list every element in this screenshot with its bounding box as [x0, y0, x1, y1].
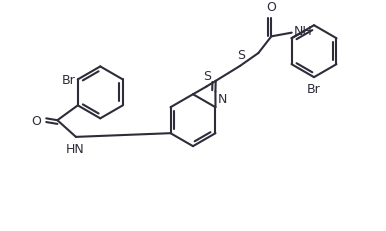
Text: HN: HN — [66, 142, 85, 155]
Text: S: S — [203, 70, 212, 82]
Text: N: N — [218, 93, 228, 106]
Text: Br: Br — [307, 82, 321, 95]
Text: O: O — [266, 1, 276, 14]
Text: O: O — [31, 114, 41, 127]
Text: Br: Br — [61, 74, 75, 87]
Text: S: S — [237, 49, 245, 62]
Text: NH: NH — [294, 25, 312, 38]
